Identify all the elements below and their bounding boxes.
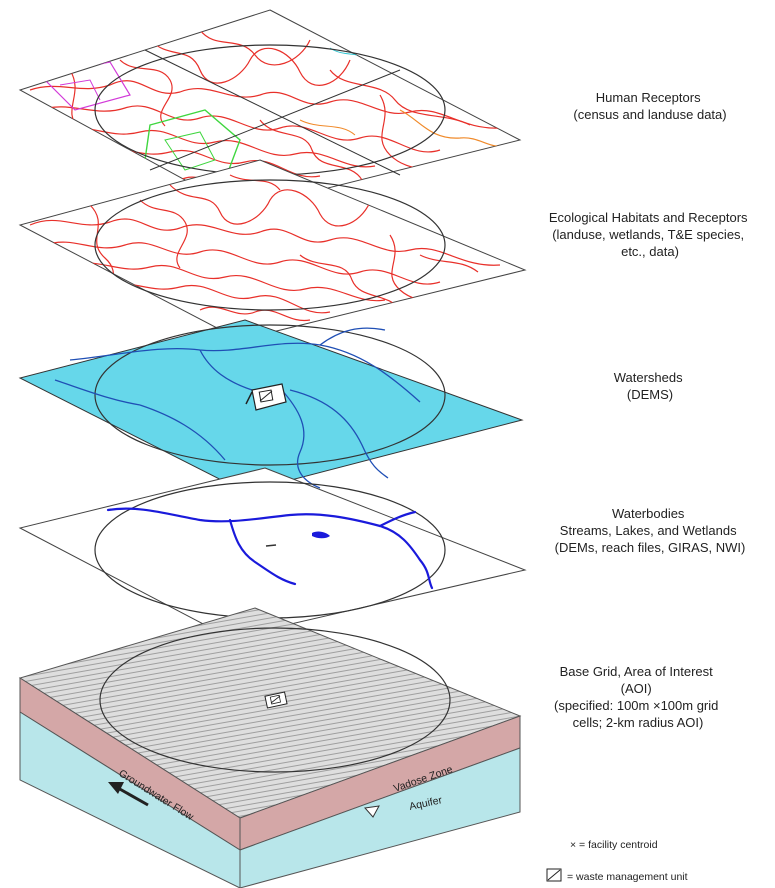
waterbodies-label-line-1: Waterbodies <box>612 506 685 521</box>
human-label-line-2: (census and landuse data) <box>573 107 726 122</box>
base-aoi-circle <box>99 627 451 773</box>
base-label-line-1: Base Grid, Area of Interest <box>560 664 714 679</box>
watersheds-label-line-1: Watersheds <box>614 370 683 385</box>
human-label-line-1: Human Receptors <box>596 90 701 105</box>
watersheds-label-line-2: (DEMS) <box>627 387 673 402</box>
waterbodies-label: Waterbodies Streams, Lakes, and Wetlands… <box>555 506 746 555</box>
base-grid-block: Vadose Zone Aquifer Groundwater Flow Bas… <box>18 607 722 888</box>
base-grid-label: Base Grid, Area of Interest (AOI) (speci… <box>554 664 722 730</box>
waterbodies-label-line-3: (DEMs, reach files, GIRAS, NWI) <box>555 540 746 555</box>
groundwater-flow-arrow <box>108 782 149 807</box>
eco-label-line-1: Ecological Habitats and Receptors <box>549 210 748 225</box>
watersheds-layer: Watersheds (DEMS) <box>18 319 687 493</box>
watersheds-waste-unit-icon <box>245 383 287 411</box>
base-waste-unit-icon <box>264 691 288 709</box>
lake-shape <box>312 531 330 539</box>
base-label-line-4: cells; 2-km radius AOI) <box>573 715 704 730</box>
base-label-line-2: (AOI) <box>621 681 652 696</box>
watersheds-label: Watersheds (DEMS) <box>614 370 687 402</box>
watershed-boundaries <box>54 327 421 489</box>
stream-lines <box>106 507 434 590</box>
human-receptors-layer: Human Receptors (census and landuse data… <box>18 9 727 211</box>
aquifer-left <box>19 711 241 888</box>
legend: × = facility centroid = waste management… <box>546 839 688 883</box>
water-table-triangle <box>364 805 380 818</box>
waterbodies-layer: Waterbodies Streams, Lakes, and Wetlands… <box>18 467 746 639</box>
watersheds-aoi-circle <box>94 324 446 466</box>
waterbodies-label-line-2: Streams, Lakes, and Wetlands <box>560 523 737 538</box>
legend-waste-unit: = waste management unit <box>567 871 688 883</box>
legend-waste-unit-icon <box>546 868 562 882</box>
legend-centroid: × = facility centroid <box>570 839 658 851</box>
ecological-label: Ecological Habitats and Receptors (landu… <box>549 210 751 259</box>
eco-label-line-3: etc., data) <box>621 244 679 259</box>
base-label-line-3: (specified: 100m ×100m grid <box>554 698 718 713</box>
eco-label-line-2: (landuse, wetlands, T&E species, <box>552 227 744 242</box>
human-receptors-label: Human Receptors (census and landuse data… <box>573 90 726 122</box>
eco-aoi-circle <box>94 179 446 311</box>
ecological-layer: Ecological Habitats and Receptors (landu… <box>18 159 751 341</box>
